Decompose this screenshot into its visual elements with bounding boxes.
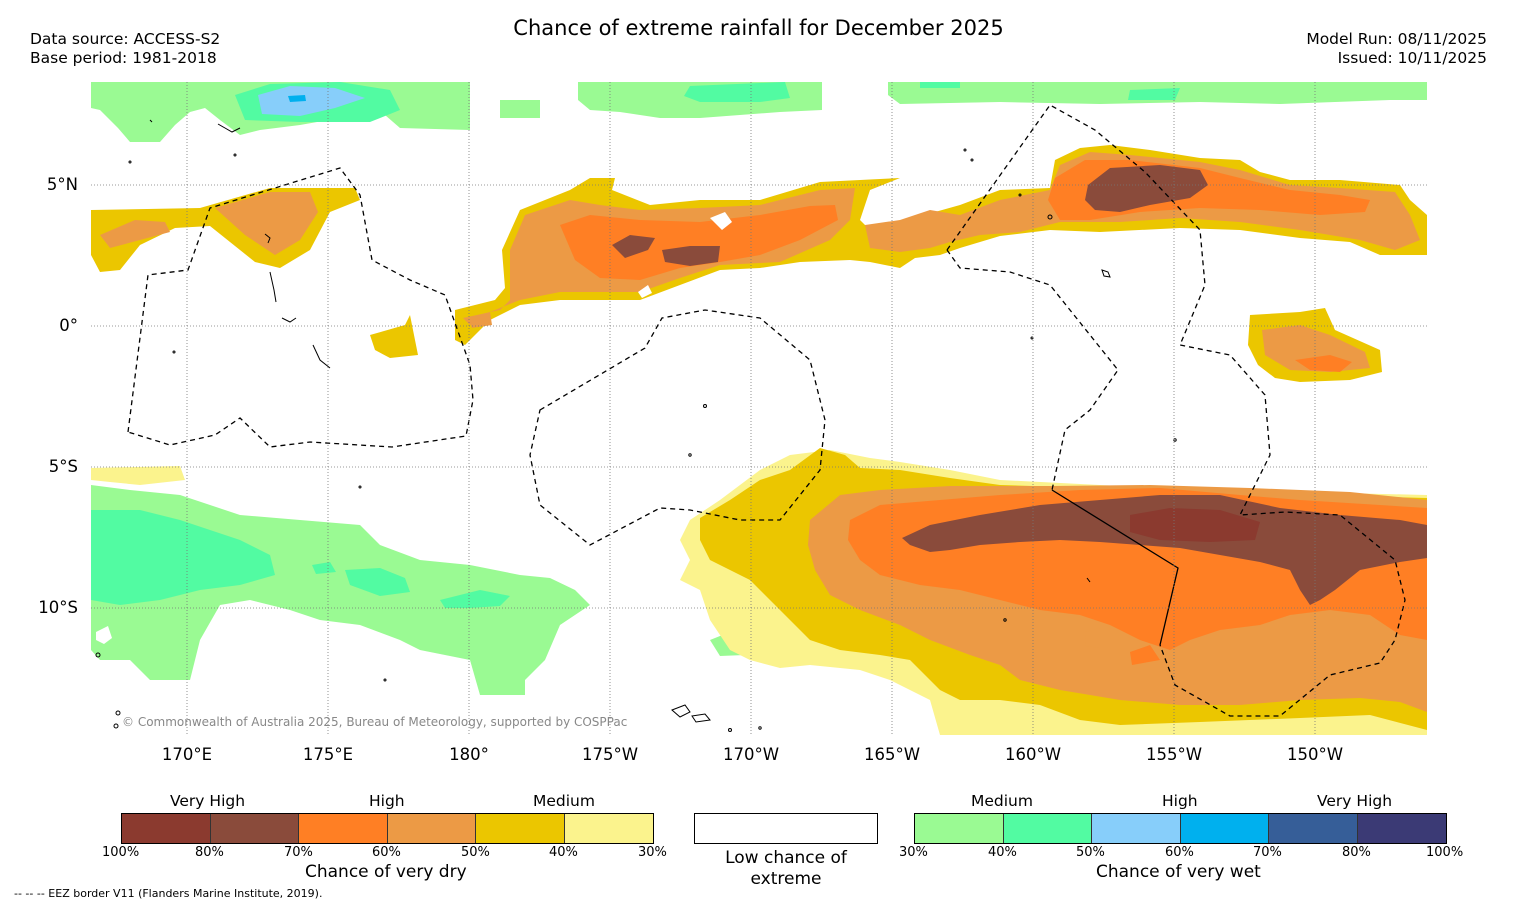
- legend-wet-title: Chance of very wet: [1096, 862, 1261, 882]
- wet-colorbar: [914, 813, 1447, 844]
- dry-swatch: [211, 814, 299, 843]
- lon-label: 150°W: [1286, 745, 1344, 764]
- legend-dry-pct: 80%: [195, 845, 224, 860]
- chart-title: Chance of extreme rainfall for December …: [513, 16, 1004, 40]
- legend-wet-category: Very High: [1317, 792, 1393, 810]
- low-chance-label: Low chance of extreme: [725, 848, 847, 889]
- wet-swatch: [1092, 814, 1181, 843]
- legend-dry-category: High: [369, 792, 405, 810]
- lon-label: 175°E: [302, 745, 354, 764]
- lon-label: 170°W: [722, 745, 780, 764]
- legend-wet-category: Medium: [971, 792, 1033, 810]
- lat-label: 5°N: [46, 175, 78, 194]
- data-source-label: Data source: ACCESS-S2: [30, 30, 221, 48]
- legend-dry-category: Medium: [533, 792, 595, 810]
- lon-label: 165°W: [863, 745, 921, 764]
- legend-wet-pct: 80%: [1342, 845, 1371, 860]
- wet-region-southwest: [91, 466, 755, 695]
- lon-label: 160°W: [1004, 745, 1062, 764]
- legend-wet-pct: 100%: [1426, 845, 1464, 860]
- lat-label: 5°S: [48, 457, 78, 476]
- islands: [95, 119, 1177, 732]
- dry-swatch: [565, 814, 653, 843]
- legend-dry-pct: 70%: [284, 845, 313, 860]
- dry-colorbar: [121, 813, 654, 844]
- lon-label: 170°E: [161, 745, 213, 764]
- legend-dry-pct: 50%: [461, 845, 490, 860]
- legend-wet-category: High: [1162, 792, 1198, 810]
- legend-dry-pct: 100%: [102, 845, 140, 860]
- wet-swatch: [915, 814, 1004, 843]
- legend-wet-pct: 30%: [899, 845, 928, 860]
- low-chance-swatch: [694, 813, 878, 844]
- lon-label: 175°W: [581, 745, 639, 764]
- gridlines: [91, 82, 1427, 735]
- dry-region-southeast: [680, 448, 1427, 735]
- model-run-label: Model Run: 08/11/2025: [1306, 30, 1487, 48]
- legend-dry-category: Very High: [170, 792, 246, 810]
- issued-label: Issued: 10/11/2025: [1337, 49, 1487, 67]
- lon-label: 180°: [449, 745, 489, 764]
- legend-wet-pct: 50%: [1076, 845, 1105, 860]
- dry-region-north: [91, 145, 1427, 382]
- wet-swatch: [1004, 814, 1092, 843]
- copyright-text: © Commonwealth of Australia 2025, Bureau…: [122, 715, 628, 729]
- lat-label: 0°: [59, 316, 78, 335]
- base-period-label: Base period: 1981-2018: [30, 49, 217, 67]
- legend-dry-pct: 30%: [638, 845, 667, 860]
- wet-swatch: [1358, 814, 1446, 843]
- dry-swatch: [122, 814, 211, 843]
- legend-dry-pct: 40%: [549, 845, 578, 860]
- eez-footnote: -- -- -- EEZ border V11 (Flanders Marine…: [14, 887, 323, 900]
- legend-wet-pct: 70%: [1253, 845, 1282, 860]
- wet-swatch: [1181, 814, 1269, 843]
- lon-label: 155°W: [1145, 745, 1203, 764]
- eez-borders: [127, 104, 1406, 717]
- legend-wet-pct: 60%: [1165, 845, 1194, 860]
- legend-dry-pct: 60%: [372, 845, 401, 860]
- legend-wet-pct: 40%: [988, 845, 1017, 860]
- boundary-line: [1051, 489, 1179, 646]
- legend-dry-title: Chance of very dry: [305, 862, 467, 882]
- lat-label: 10°S: [38, 598, 78, 617]
- wet-swatch: [1269, 814, 1358, 843]
- dry-swatch: [299, 814, 388, 843]
- wet-region-north: [91, 82, 1427, 142]
- dry-swatch: [388, 814, 476, 843]
- dry-swatch: [476, 814, 565, 843]
